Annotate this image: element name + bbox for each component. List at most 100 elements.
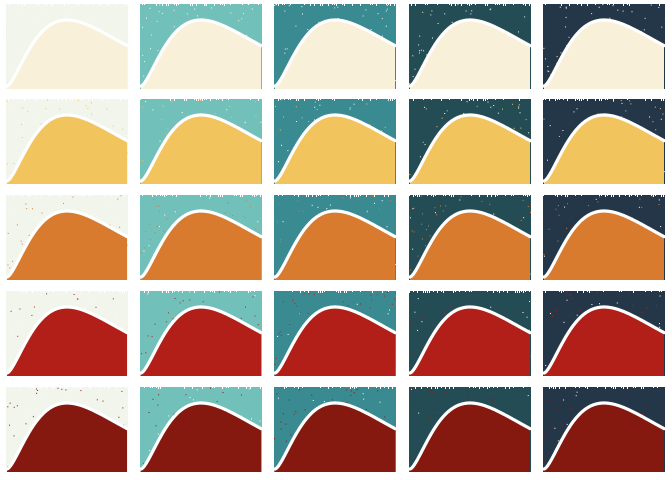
speck (283, 116, 285, 118)
speck (26, 208, 28, 210)
speck (65, 389, 67, 391)
speck (222, 392, 224, 393)
speck (473, 298, 475, 300)
speck (527, 206, 529, 207)
speck (251, 418, 252, 420)
edge-speck (164, 195, 165, 197)
edge-speck (513, 4, 514, 5)
speck (216, 401, 218, 402)
edge-speck (384, 387, 385, 388)
speck (563, 321, 565, 323)
speck (118, 416, 120, 418)
speck (72, 196, 74, 198)
speck (356, 389, 358, 391)
speck (591, 304, 593, 305)
edge-speck (48, 291, 49, 292)
speck (147, 335, 149, 337)
speck (641, 311, 643, 313)
edge-speck (240, 195, 241, 197)
edge-speck (212, 387, 213, 388)
edge-speck (557, 195, 558, 197)
speck (579, 401, 581, 403)
speck (45, 108, 47, 110)
edge-speck (491, 195, 492, 197)
speck (418, 349, 420, 351)
speck (518, 107, 520, 109)
speck (362, 393, 364, 395)
edge-speck (220, 4, 221, 5)
speck (378, 208, 380, 210)
speck (279, 241, 281, 243)
speck (302, 13, 303, 15)
distribution-curve (140, 18, 262, 88)
edge-speck (108, 387, 109, 389)
edge-speck (543, 99, 544, 100)
speck (425, 245, 426, 247)
edge-speck (90, 387, 91, 389)
speck (28, 234, 30, 236)
edge-speck (611, 387, 612, 388)
edge-speck (24, 4, 25, 6)
edge-speck (372, 4, 373, 5)
edge-speck (72, 195, 73, 196)
edge-speck (224, 291, 225, 292)
speck (422, 141, 424, 143)
edge-speck (497, 195, 498, 196)
swatch-red-on-teal (274, 291, 396, 376)
speck (362, 15, 364, 17)
edge-speck (156, 195, 157, 196)
edge-speck (360, 4, 361, 6)
speck (646, 307, 648, 309)
speck (145, 231, 147, 233)
edge-speck (605, 195, 606, 197)
speck (629, 100, 631, 102)
speck (284, 52, 286, 54)
edge-speck (228, 387, 229, 388)
speck (587, 205, 589, 207)
speck (421, 195, 423, 197)
speck (511, 103, 513, 105)
edge-speck (204, 4, 205, 6)
speck (280, 421, 282, 423)
edge-speck (435, 387, 436, 389)
speck (395, 264, 396, 265)
edge-speck (441, 387, 442, 388)
speck (254, 315, 256, 317)
edge-speck (62, 387, 63, 388)
edge-speck (144, 4, 145, 5)
speck (9, 267, 11, 269)
edge-speck (394, 4, 395, 6)
speck (417, 329, 419, 331)
speck (13, 429, 15, 431)
speck (317, 206, 319, 208)
distribution-fill (544, 20, 664, 89)
edge-speck (545, 99, 546, 100)
speck (116, 419, 118, 421)
speck (20, 14, 22, 16)
edge-speck (613, 4, 614, 5)
speck (99, 100, 101, 102)
speck (240, 317, 242, 319)
speck (77, 100, 79, 102)
edge-speck (20, 387, 21, 388)
edge-speck (609, 4, 610, 5)
edge-speck (32, 291, 33, 293)
swatch-red-on-navy (543, 291, 665, 376)
edge-speck (433, 291, 434, 292)
speck (194, 8, 196, 10)
speck (38, 312, 40, 313)
speck (246, 34, 248, 36)
speck (164, 214, 166, 216)
speck (422, 318, 424, 320)
speck (142, 160, 144, 162)
edge-speck (86, 4, 87, 5)
speck (173, 413, 175, 415)
speck (158, 205, 160, 207)
speck (287, 334, 289, 335)
speck (122, 407, 124, 409)
edge-speck (290, 99, 291, 100)
edge-speck (64, 4, 65, 6)
speck (16, 224, 18, 226)
edge-speck (168, 291, 169, 293)
edge-speck (34, 387, 35, 389)
